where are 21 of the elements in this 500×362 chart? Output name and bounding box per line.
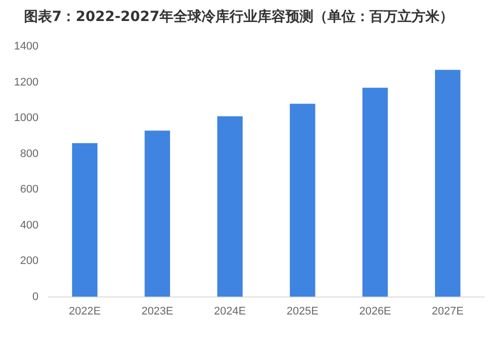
x-tick-label: 2022E xyxy=(68,305,101,318)
bar xyxy=(290,104,316,297)
chart-title: 图表7：2022-2027年全球冷库行业库容预测（单位：百万立方米） xyxy=(24,8,454,26)
x-tick-label: 2025E xyxy=(286,305,318,318)
y-tick-label: 400 xyxy=(20,219,38,232)
y-tick-label: 1000 xyxy=(14,112,38,124)
bar xyxy=(362,88,388,297)
y-tick-label: 600 xyxy=(20,184,38,196)
y-tick-label: 800 xyxy=(20,148,38,160)
bar xyxy=(72,143,98,297)
x-tick-label: 2027E xyxy=(432,305,464,318)
y-tick-label: 200 xyxy=(20,255,38,268)
x-tick-label: 2023E xyxy=(141,305,174,318)
bar xyxy=(144,130,170,297)
x-tick-label: 2026E xyxy=(359,305,392,318)
y-tick-label: 1200 xyxy=(14,76,38,88)
y-tick-label: 0 xyxy=(32,290,38,303)
x-tick-label: 2024E xyxy=(214,305,246,318)
bar xyxy=(435,70,460,297)
y-tick-label: 1400 xyxy=(14,40,38,53)
bar xyxy=(217,116,243,297)
